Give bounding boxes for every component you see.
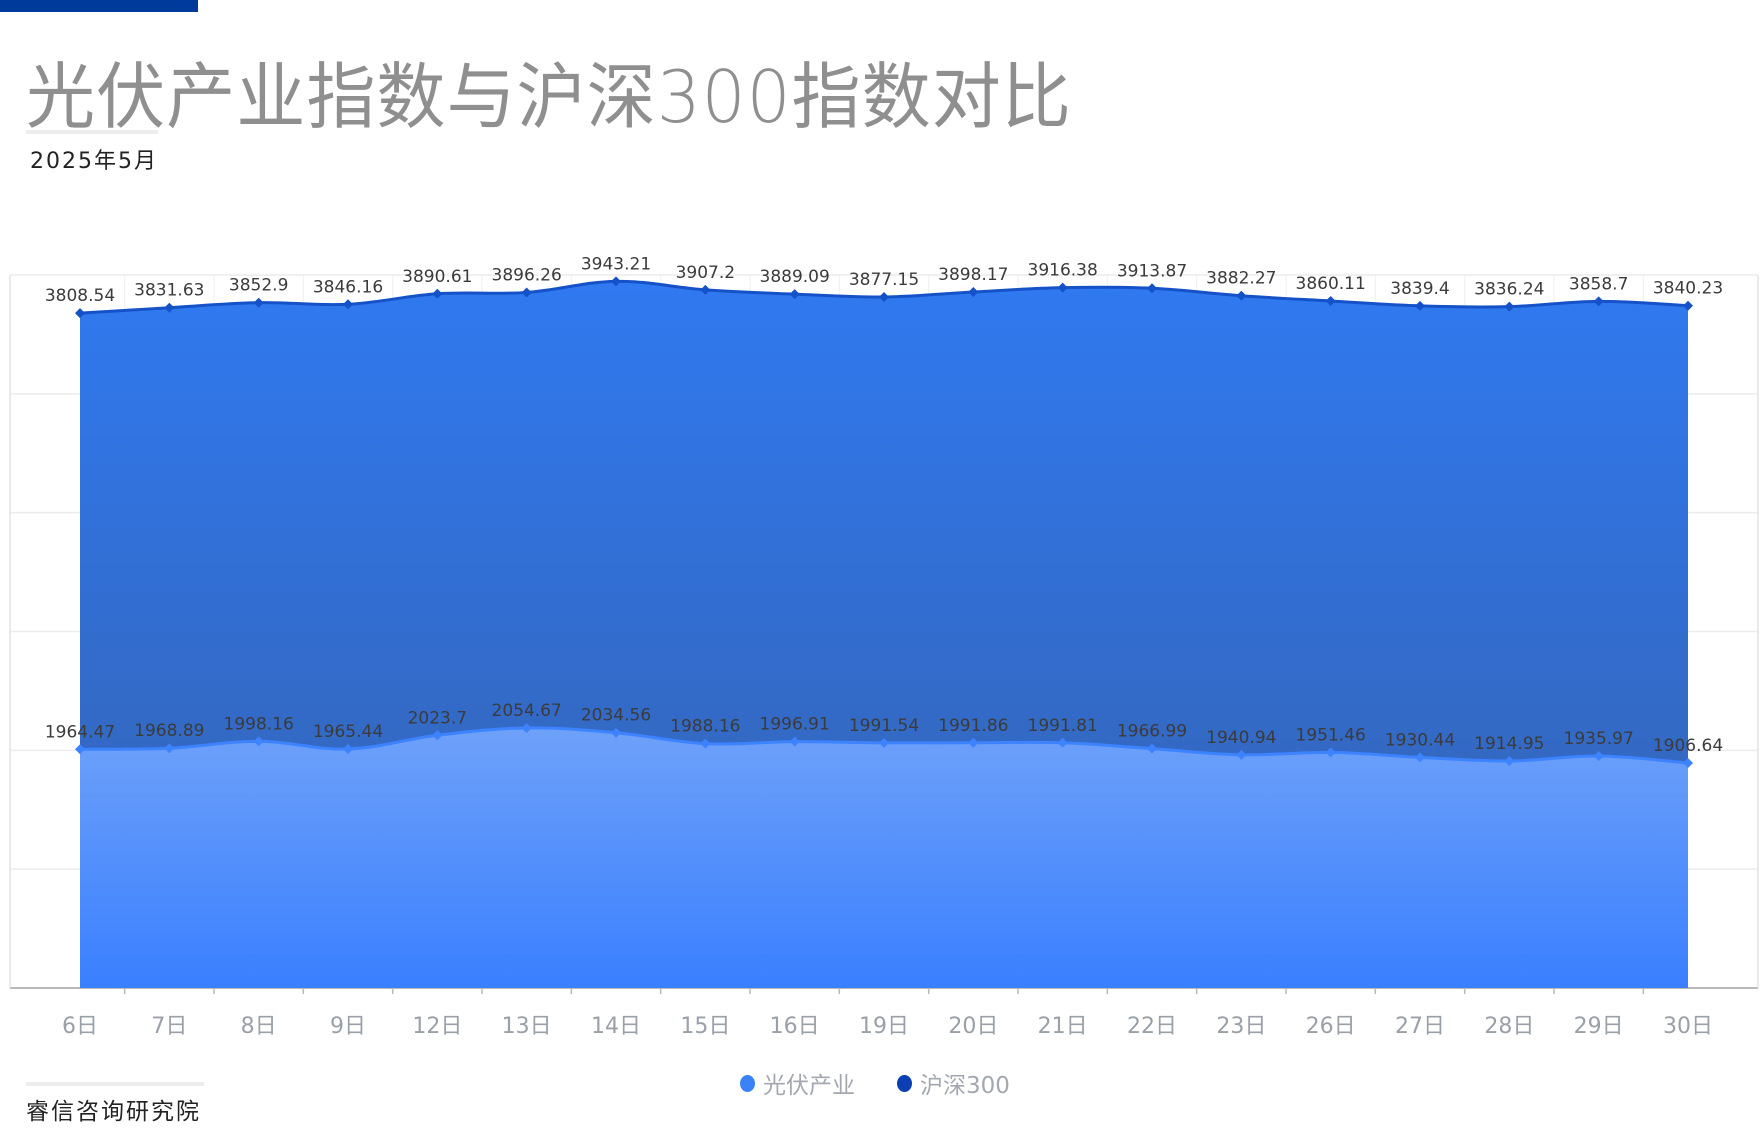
- svg-text:3852.9: 3852.9: [229, 276, 288, 296]
- svg-text:1906.64: 1906.64: [1653, 736, 1723, 756]
- svg-text:2034.56: 2034.56: [581, 706, 651, 726]
- legend-label: 光伏产业: [763, 1073, 855, 1099]
- svg-text:3882.27: 3882.27: [1206, 269, 1276, 289]
- svg-text:2023.7: 2023.7: [408, 708, 467, 728]
- data-labels: 3808.54 3831.63 3852.9 3846.16 3890.61 3896.2…: [45, 254, 1723, 756]
- svg-text:3898.17: 3898.17: [938, 265, 1008, 285]
- svg-text:15日: 15日: [680, 1014, 730, 1039]
- svg-text:1991.86: 1991.86: [938, 716, 1008, 736]
- footer-divider: [26, 1082, 204, 1086]
- svg-text:13日: 13日: [502, 1014, 552, 1039]
- svg-text:28日: 28日: [1484, 1014, 1534, 1039]
- svg-text:27日: 27日: [1395, 1014, 1445, 1039]
- legend-marker-icon: [897, 1074, 912, 1092]
- svg-text:1968.89: 1968.89: [134, 721, 204, 741]
- chart-subtitle: 2025年5月: [30, 149, 158, 174]
- legend-item-pv[interactable]: 光伏产业: [740, 1066, 855, 1100]
- svg-text:3889.09: 3889.09: [760, 267, 830, 287]
- x-axis: 6日 7日 8日 9日 12日 13日 14日 15日 16日 19日 20日 21日 22日 23日 26…: [62, 988, 1713, 1039]
- svg-text:1965.44: 1965.44: [313, 722, 383, 742]
- svg-text:1996.91: 1996.91: [760, 715, 830, 735]
- svg-text:3943.21: 3943.21: [581, 254, 651, 274]
- svg-text:1930.44: 1930.44: [1385, 730, 1455, 750]
- svg-text:3808.54: 3808.54: [45, 286, 115, 306]
- svg-text:3840.23: 3840.23: [1653, 279, 1723, 299]
- svg-text:8日: 8日: [241, 1014, 277, 1039]
- subtitle-divider: [26, 130, 158, 134]
- source-label: 睿信咨询研究院: [26, 1099, 201, 1125]
- chart-title: 光伏产业指数与沪深300指数对比: [26, 55, 1072, 139]
- legend-marker-icon: [740, 1074, 755, 1092]
- svg-text:3839.4: 3839.4: [1390, 279, 1449, 299]
- svg-text:3913.87: 3913.87: [1117, 261, 1187, 281]
- svg-text:3877.15: 3877.15: [849, 270, 919, 290]
- svg-text:3890.61: 3890.61: [402, 267, 472, 287]
- svg-text:3916.38: 3916.38: [1028, 261, 1098, 281]
- legend-label: 沪深300: [920, 1073, 1010, 1099]
- svg-text:16日: 16日: [770, 1014, 820, 1039]
- svg-text:3831.63: 3831.63: [134, 281, 204, 301]
- svg-text:12日: 12日: [412, 1014, 462, 1039]
- svg-text:1988.16: 1988.16: [670, 717, 740, 737]
- svg-text:19日: 19日: [859, 1014, 909, 1039]
- svg-text:22日: 22日: [1127, 1014, 1177, 1039]
- svg-text:3846.16: 3846.16: [313, 277, 383, 297]
- svg-text:3858.7: 3858.7: [1569, 274, 1628, 294]
- svg-text:23日: 23日: [1216, 1014, 1266, 1039]
- svg-text:9日: 9日: [330, 1014, 366, 1039]
- svg-text:3907.2: 3907.2: [676, 263, 735, 283]
- legend: 光伏产业 沪深300: [740, 1066, 1010, 1100]
- svg-text:3896.26: 3896.26: [492, 265, 562, 285]
- svg-text:1991.81: 1991.81: [1028, 716, 1098, 736]
- svg-text:1940.94: 1940.94: [1206, 728, 1276, 748]
- svg-text:1991.54: 1991.54: [849, 716, 919, 736]
- svg-text:1966.99: 1966.99: [1117, 722, 1187, 742]
- svg-text:29日: 29日: [1574, 1014, 1624, 1039]
- svg-text:30日: 30日: [1663, 1014, 1713, 1039]
- svg-text:3836.24: 3836.24: [1474, 280, 1544, 300]
- legend-item-csi300[interactable]: 沪深300: [897, 1066, 1010, 1100]
- svg-text:1998.16: 1998.16: [224, 714, 294, 734]
- svg-text:20日: 20日: [948, 1014, 998, 1039]
- svg-text:1935.97: 1935.97: [1564, 729, 1634, 749]
- svg-text:7日: 7日: [151, 1014, 187, 1039]
- svg-text:1914.95: 1914.95: [1474, 734, 1544, 754]
- svg-text:26日: 26日: [1306, 1014, 1356, 1039]
- svg-text:21日: 21日: [1038, 1014, 1088, 1039]
- svg-text:1951.46: 1951.46: [1296, 725, 1366, 745]
- svg-text:3860.11: 3860.11: [1296, 274, 1366, 294]
- svg-text:2054.67: 2054.67: [492, 701, 562, 721]
- svg-text:14日: 14日: [591, 1014, 641, 1039]
- svg-text:6日: 6日: [62, 1014, 98, 1039]
- series-areas: [75, 276, 1693, 988]
- accent-bar: [0, 0, 198, 12]
- svg-text:1964.47: 1964.47: [45, 722, 115, 742]
